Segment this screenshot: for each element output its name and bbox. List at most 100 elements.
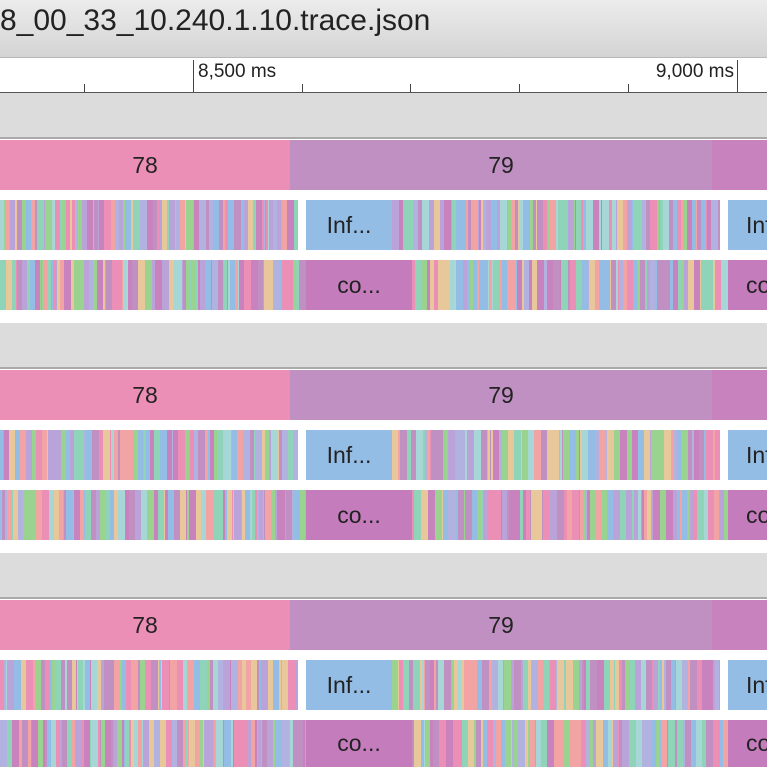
trace-slice[interactable] [180, 200, 185, 250]
trace-slice[interactable] [644, 490, 647, 540]
trace-slice[interactable] [451, 660, 454, 710]
trace-slice[interactable] [716, 260, 721, 310]
trace-slice[interactable] [85, 660, 90, 710]
trace-slice[interactable] [699, 430, 704, 480]
trace-slice[interactable] [194, 430, 198, 480]
trace-slice[interactable] [676, 660, 682, 710]
trace-slice[interactable] [41, 660, 45, 710]
trace-slice[interactable] [262, 720, 267, 767]
trace-slice[interactable] [146, 430, 150, 480]
trace-slice[interactable] [172, 260, 174, 310]
trace-slice[interactable] [417, 430, 423, 480]
trace-slice[interactable] [512, 720, 514, 767]
trace-slice[interactable] [661, 720, 665, 767]
trace-slice[interactable] [98, 720, 100, 767]
trace-slice[interactable] [438, 260, 444, 310]
trace-slice[interactable] [580, 430, 582, 480]
trace-slice[interactable] [242, 490, 245, 540]
trace-slice[interactable] [501, 720, 505, 767]
trace-slice[interactable] [486, 200, 491, 250]
trace-slice[interactable] [648, 720, 652, 767]
trace-slice[interactable] [572, 490, 579, 540]
trace-slice[interactable] [75, 720, 81, 767]
trace-slice[interactable] [56, 660, 61, 710]
trace-slice[interactable] [489, 660, 492, 710]
trace-slice[interactable] [436, 430, 443, 480]
trace-slice[interactable] [97, 260, 103, 310]
trace-slice[interactable] [627, 430, 632, 480]
trace-slice[interactable] [296, 260, 299, 310]
trace-slice[interactable] [4, 660, 6, 710]
trace-slice[interactable] [711, 200, 718, 250]
trace-slice[interactable] [583, 490, 585, 540]
trace-slice[interactable] [43, 720, 45, 767]
trace-slice[interactable] [129, 490, 135, 540]
trace-slice[interactable] [59, 720, 62, 767]
trace-slice[interactable] [232, 490, 233, 540]
trace-slice[interactable] [564, 490, 567, 540]
trace-slice[interactable] [657, 260, 664, 310]
trace-slice[interactable] [168, 490, 174, 540]
trace-slice[interactable] [704, 430, 706, 480]
trace-slice[interactable] [422, 660, 424, 710]
trace-slice[interactable] [645, 260, 647, 310]
trace-slice[interactable] [663, 200, 669, 250]
trace-slice[interactable] [616, 200, 617, 250]
trace-slice[interactable] [282, 660, 288, 710]
trace-slice[interactable] [258, 260, 263, 310]
trace-slice[interactable] [152, 260, 155, 310]
trace-slice[interactable] [251, 660, 257, 710]
trace-slice[interactable] [677, 490, 680, 540]
trace-slice[interactable] [110, 490, 114, 540]
trace-slice[interactable] [582, 660, 584, 710]
trace-slice[interactable] [56, 260, 57, 310]
trace-slice[interactable] [641, 490, 642, 540]
trace-slice[interactable] [514, 260, 516, 310]
trace-slice[interactable] [607, 490, 613, 540]
trace-slice[interactable] [522, 260, 524, 310]
trace-slice[interactable] [629, 720, 635, 767]
slice-cluster[interactable] [0, 660, 298, 710]
trace-slice[interactable] [158, 660, 159, 710]
trace-slice[interactable] [173, 430, 178, 480]
trace-slice[interactable] [614, 430, 616, 480]
trace-slice[interactable] [590, 660, 597, 710]
trace-slice[interactable] [604, 260, 610, 310]
trace-slice[interactable] [230, 260, 235, 310]
compute-slice[interactable]: co... [728, 720, 767, 767]
trace-slice[interactable] [604, 660, 610, 710]
trace-slice[interactable] [652, 720, 656, 767]
trace-slice[interactable] [126, 660, 131, 710]
trace-slice[interactable] [114, 490, 118, 540]
trace-slice[interactable] [16, 260, 17, 310]
trace-slice[interactable] [553, 260, 560, 310]
trace-slice[interactable] [232, 430, 237, 480]
trace-slice[interactable] [78, 430, 84, 480]
trace-slice[interactable] [125, 490, 129, 540]
trace-slice[interactable] [305, 490, 306, 540]
trace-slice[interactable] [213, 720, 214, 767]
trace-slice[interactable] [428, 430, 430, 480]
trace-slice[interactable] [612, 200, 616, 250]
trace-slice[interactable] [125, 720, 129, 767]
slice-cluster[interactable] [0, 490, 306, 540]
trace-slice[interactable] [456, 200, 461, 250]
trace-slice[interactable] [277, 200, 281, 250]
trace-slice[interactable] [719, 490, 720, 540]
trace-slice[interactable] [231, 720, 233, 767]
trace-slice[interactable] [31, 200, 35, 250]
trace-slice[interactable] [694, 430, 699, 480]
trace-slice[interactable] [415, 260, 421, 310]
trace-slice[interactable] [55, 660, 56, 710]
trace-slice[interactable] [296, 720, 303, 767]
trace-slice[interactable] [715, 660, 719, 710]
trace-slice[interactable] [599, 260, 604, 310]
trace-slice[interactable] [183, 720, 186, 767]
trace-slice[interactable] [169, 200, 170, 250]
trace-slice[interactable] [40, 260, 41, 310]
trace-slice[interactable] [700, 260, 701, 310]
trace-slice[interactable] [448, 490, 455, 540]
trace-slice[interactable] [14, 660, 21, 710]
trace-slice[interactable] [72, 660, 76, 710]
trace-slice[interactable] [128, 260, 132, 310]
